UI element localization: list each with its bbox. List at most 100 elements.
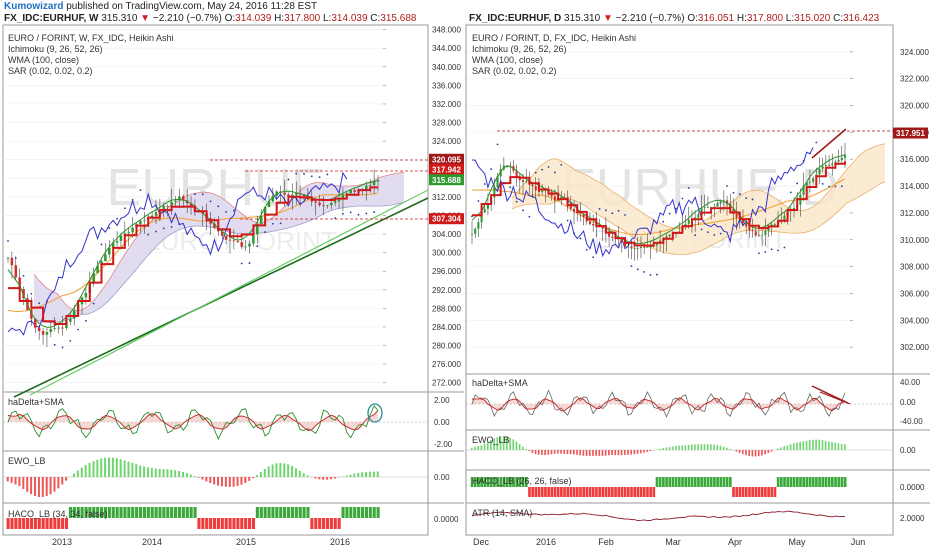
candle [333, 200, 337, 207]
candle [592, 214, 595, 232]
ewo-bar [843, 444, 846, 450]
ewo-bar [502, 436, 505, 450]
ewo-bar [824, 440, 827, 450]
haco-bar [575, 487, 579, 497]
ewo-bar [569, 450, 572, 455]
sar-dot [326, 173, 329, 176]
l-price-tick: 312.000 [432, 193, 461, 202]
ewo-bar [283, 463, 286, 477]
sar-dot [662, 220, 665, 223]
sar-dot [53, 343, 56, 346]
right-price-axis[interactable] [893, 25, 930, 535]
right-low: 315.020 [794, 13, 831, 24]
candle [337, 191, 341, 209]
haco-bar [617, 487, 621, 497]
ewo-bar [831, 442, 833, 450]
ewo-bar [818, 439, 821, 450]
right-change: −2.210 (−0.7%) [615, 13, 685, 24]
ewo-bar [22, 477, 25, 489]
haco-bar [205, 518, 209, 529]
haco-bar [502, 477, 506, 487]
haco-bar [560, 487, 563, 497]
left-low: 314.039 [331, 13, 368, 24]
ewo-bar [92, 461, 95, 477]
haco-bar [135, 507, 139, 518]
left-legend-ichimoku: Ichimoku (9, 26, 52, 26) [8, 44, 103, 54]
haco-bar [824, 477, 828, 487]
ewo-bar [687, 444, 690, 450]
author-link[interactable]: Kumowizard [4, 1, 64, 12]
ewo-bar [537, 450, 540, 455]
haco-bar [232, 518, 236, 529]
left-symbol[interactable]: FX_IDC:EURHUF, W [4, 13, 99, 24]
ewo-bar [115, 458, 118, 477]
haco-bar [248, 518, 252, 529]
right-high: 317.800 [746, 13, 784, 24]
candle [706, 196, 709, 209]
ewo-bar [72, 473, 75, 477]
ewo-bar [745, 450, 747, 456]
sar-dot [802, 159, 805, 162]
haco-bar [236, 518, 240, 529]
ewo-bar [802, 441, 805, 450]
right-wma-line [471, 178, 846, 236]
haco-bar [353, 507, 357, 518]
ewo-bar [65, 477, 68, 481]
haco-bar [815, 477, 818, 487]
haco-bar [341, 507, 345, 518]
haco-bar [18, 518, 22, 529]
right-last-price: 315.310 [564, 13, 601, 24]
ewo-bar [154, 468, 157, 477]
right-osc1-tick-bottom: -40.00 [900, 417, 923, 426]
candle [294, 181, 298, 205]
ewo-bar [786, 445, 789, 450]
ewo-bar [694, 444, 696, 450]
haco-bar [588, 487, 592, 497]
haco-bar [37, 518, 41, 529]
candle [470, 221, 474, 245]
ewo-bar [563, 450, 566, 454]
ewo-bar [623, 450, 626, 455]
haco-bar [267, 507, 271, 518]
ewo-bar [287, 464, 290, 477]
candle [49, 320, 53, 338]
right-symbol[interactable]: FX_IDC:EURHUF, D [469, 13, 562, 24]
ewo-bar [617, 450, 620, 456]
ewo-bar [588, 450, 591, 456]
ewo-bar [205, 477, 208, 482]
candle [61, 315, 64, 336]
ewo-bar [668, 447, 671, 450]
ewo-bar [474, 446, 476, 450]
sar-dot [131, 199, 134, 201]
ewo-bar [550, 450, 553, 455]
sar-dot [732, 191, 735, 194]
haco-bar [668, 477, 672, 487]
right-hadelta-sma [471, 397, 846, 412]
candle [45, 327, 49, 347]
haco-bar [674, 477, 678, 487]
l-price-badge [429, 213, 464, 225]
ewo-bar [477, 446, 479, 450]
ewo-bar [521, 446, 524, 450]
haco-bar [146, 507, 150, 518]
ewo-bar [49, 477, 52, 495]
sar-dot [108, 227, 111, 229]
candle [764, 218, 767, 246]
candle [831, 153, 834, 176]
ewo-bar [690, 444, 693, 450]
ewo-bar [789, 444, 792, 450]
candle [224, 235, 228, 245]
sar-dot [14, 257, 17, 259]
haco-bar [595, 487, 598, 497]
left-hadelta-line [7, 405, 379, 441]
ewo-bar [675, 446, 677, 450]
ewo-bar [174, 470, 177, 477]
ewo-bar [509, 437, 511, 450]
ewo-bar [150, 467, 153, 477]
ewo-bar [294, 468, 297, 477]
sar-dot [232, 209, 235, 212]
left-price-axis[interactable] [428, 25, 464, 535]
right-x-label-feb: Feb [598, 537, 614, 547]
sar-dot [490, 168, 493, 171]
ewo-bar [322, 477, 325, 480]
